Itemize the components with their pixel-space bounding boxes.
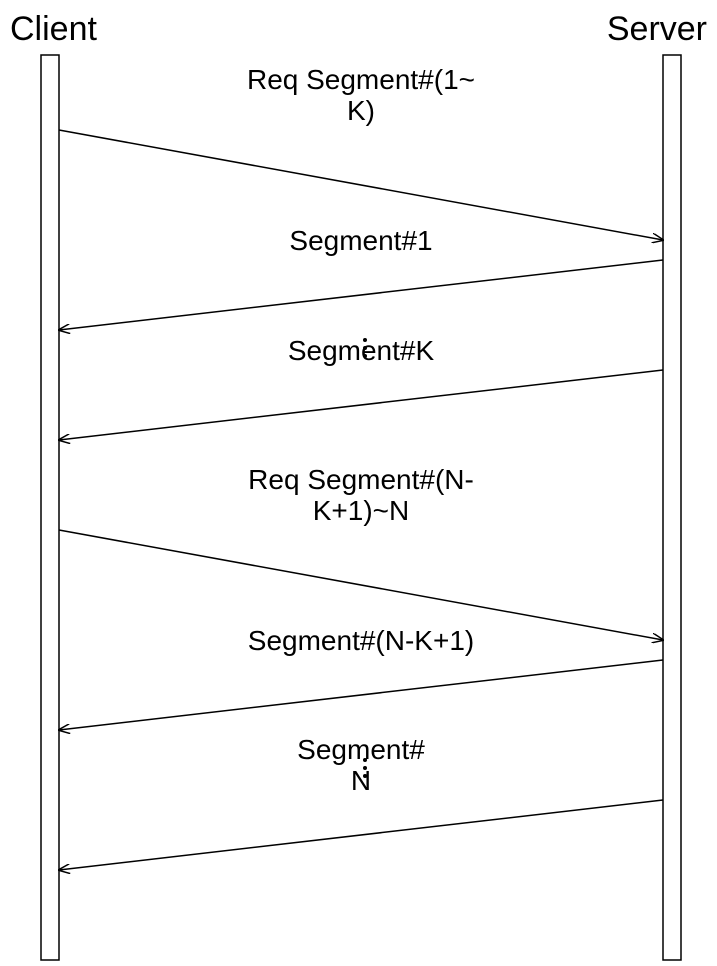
server-lifeline: [663, 55, 681, 960]
message-arrow: [59, 800, 663, 870]
message-label: Segment#K: [288, 335, 435, 366]
message-label: Segment#: [297, 734, 425, 765]
vertical-ellipsis-1: [363, 758, 367, 778]
message-label: Segment#(N-K+1): [248, 625, 474, 656]
message-5: Segment#N: [59, 734, 663, 870]
message-label: Segment#1: [289, 225, 432, 256]
message-arrow: [59, 660, 663, 730]
sequence-diagram: Client Server Req Segment#(1~K)Segment#1…: [0, 0, 717, 966]
message-label: K): [347, 95, 375, 126]
message-1: Segment#1: [59, 225, 663, 330]
message-arrow: [59, 260, 663, 330]
sequence-svg: Client Server Req Segment#(1~K)Segment#1…: [0, 0, 717, 966]
message-arrow: [59, 530, 663, 640]
message-label: Req Segment#(1~: [247, 64, 475, 95]
message-4: Segment#(N-K+1): [59, 625, 663, 730]
message-arrow: [59, 130, 663, 240]
vertical-ellipsis-0: [363, 338, 367, 358]
message-0: Req Segment#(1~K): [59, 64, 663, 240]
message-label: K+1)~N: [313, 495, 410, 526]
client-lifeline: [41, 55, 59, 960]
message-label: N: [351, 765, 371, 796]
message-arrow: [59, 370, 663, 440]
messages-group: Req Segment#(1~K)Segment#1Segment#KReq S…: [59, 64, 663, 870]
message-2: Segment#K: [59, 335, 663, 440]
client-label: Client: [10, 10, 97, 48]
message-label: Req Segment#(N-: [248, 464, 474, 495]
server-label: Server: [607, 10, 707, 48]
message-3: Req Segment#(N-K+1)~N: [59, 464, 663, 640]
